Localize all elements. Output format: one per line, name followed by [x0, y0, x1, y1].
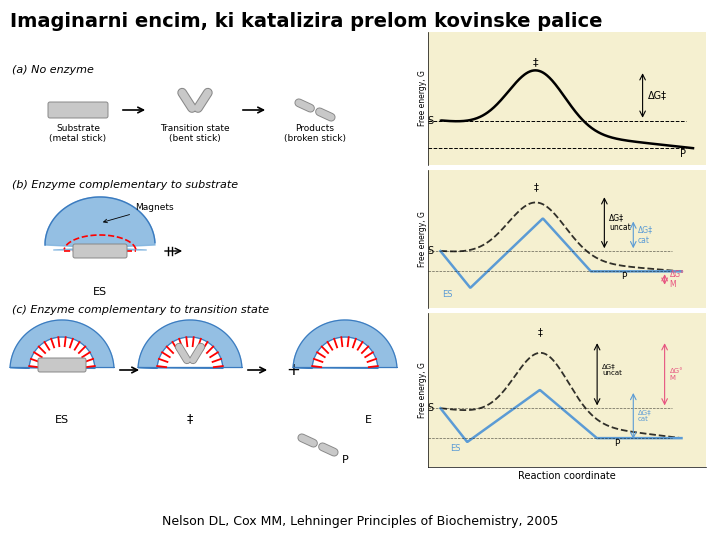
Text: Substrate
(metal stick): Substrate (metal stick) — [50, 124, 107, 144]
Text: ΔG‡
cat: ΔG‡ cat — [638, 225, 653, 245]
FancyBboxPatch shape — [38, 358, 86, 372]
Text: P: P — [341, 455, 348, 465]
Text: ES: ES — [55, 415, 69, 425]
FancyBboxPatch shape — [48, 102, 108, 118]
Text: (a) No enzyme: (a) No enzyme — [12, 65, 94, 75]
Text: P: P — [621, 272, 626, 281]
Text: ‡: ‡ — [186, 412, 193, 425]
Text: S: S — [427, 403, 433, 413]
Text: ES: ES — [93, 287, 107, 297]
Text: ΔG‡: ΔG‡ — [648, 91, 667, 100]
Text: ‡: ‡ — [532, 57, 538, 67]
Y-axis label: Free energy, G: Free energy, G — [418, 71, 427, 126]
Text: Products
(broken stick): Products (broken stick) — [284, 124, 346, 144]
Polygon shape — [293, 320, 397, 368]
Polygon shape — [138, 320, 242, 368]
Text: ΔG°
M: ΔG° M — [670, 270, 685, 289]
Text: ΔG‡
uncat: ΔG‡ uncat — [609, 213, 631, 232]
Text: S: S — [427, 116, 433, 126]
Text: ES: ES — [442, 290, 453, 299]
Text: Magnets: Magnets — [104, 203, 174, 222]
Text: P: P — [680, 149, 686, 159]
Text: (c) Enzyme complementary to transition state: (c) Enzyme complementary to transition s… — [12, 305, 269, 315]
Text: P: P — [614, 439, 619, 448]
Y-axis label: Free energy, G: Free energy, G — [418, 362, 427, 418]
Text: S: S — [427, 246, 433, 256]
FancyBboxPatch shape — [73, 244, 127, 258]
Polygon shape — [45, 197, 155, 250]
Text: ΔG‡
cat: ΔG‡ cat — [638, 409, 652, 422]
Text: Transition state
(bent stick): Transition state (bent stick) — [160, 124, 230, 144]
Text: Nelson DL, Cox MM, Lehninger Principles of Biochemistry, 2005: Nelson DL, Cox MM, Lehninger Principles … — [162, 515, 558, 528]
Text: +: + — [286, 361, 300, 379]
Text: ‡: ‡ — [534, 182, 539, 192]
Text: ΔG‡
uncat: ΔG‡ uncat — [602, 363, 622, 376]
Y-axis label: Free energy, G: Free energy, G — [418, 211, 427, 267]
Text: ES: ES — [450, 444, 460, 454]
Polygon shape — [10, 320, 114, 368]
Text: (b) Enzyme complementary to substrate: (b) Enzyme complementary to substrate — [12, 180, 238, 190]
X-axis label: Reaction coordinate: Reaction coordinate — [518, 471, 616, 481]
Text: Imaginarni encim, ki katalizira prelom kovinske palice: Imaginarni encim, ki katalizira prelom k… — [10, 12, 603, 31]
Text: ΔG°
M: ΔG° M — [670, 368, 683, 381]
Text: ‡: ‡ — [538, 328, 543, 338]
Text: E: E — [365, 415, 372, 425]
